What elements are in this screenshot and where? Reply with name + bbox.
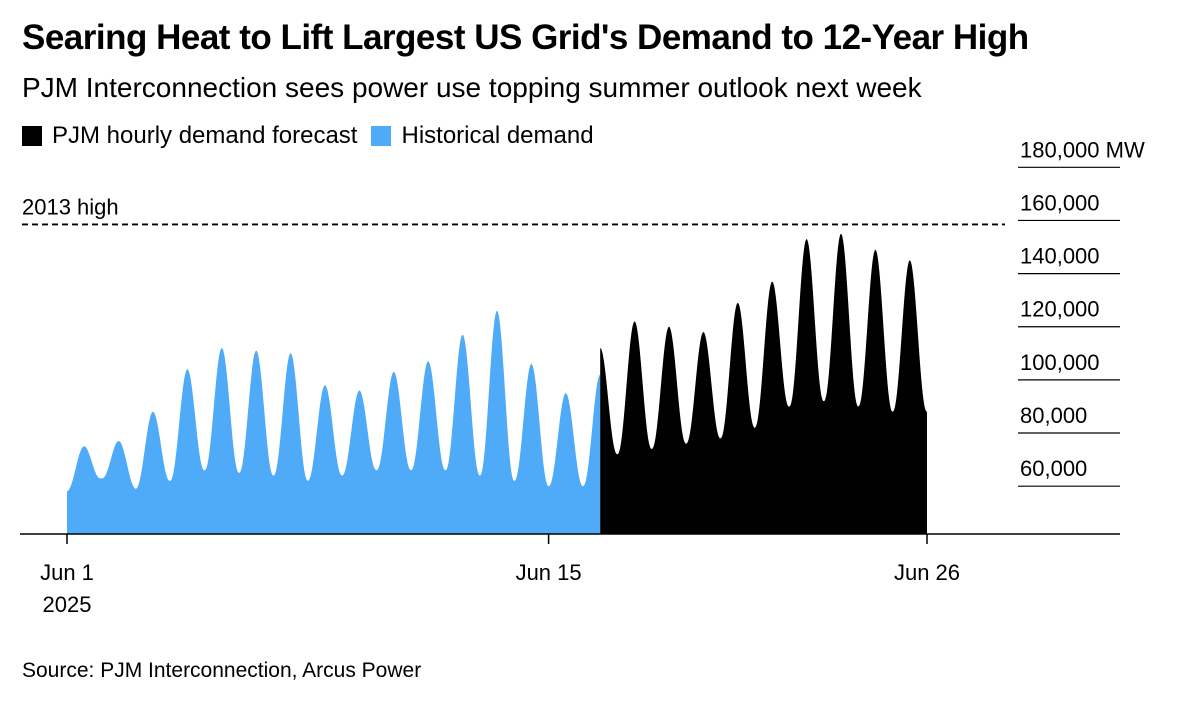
legend-label-historical: Historical demand — [401, 122, 594, 149]
x-tick-label: Jun 26 — [894, 560, 960, 585]
y-tick-label: 80,000 — [1020, 403, 1087, 428]
y-tick-label: 180,000 MW — [1020, 137, 1145, 162]
y-tick-label: 100,000 — [1020, 350, 1100, 375]
legend-label-forecast: PJM hourly demand forecast — [52, 122, 358, 149]
source-note: Source: PJM Interconnection, Arcus Power — [22, 659, 422, 682]
legend-item-forecast: PJM hourly demand forecast — [22, 122, 357, 150]
historical-demand-area — [67, 310, 601, 534]
y-tick-label: 120,000 — [1020, 297, 1100, 322]
x-tick-label: Jun 1 — [40, 560, 94, 585]
y-tick-label: 60,000 — [1020, 456, 1087, 481]
legend-swatch-historical — [371, 126, 392, 146]
legend-swatch-forecast — [22, 126, 42, 146]
legend-item-historical: Historical demand — [371, 122, 594, 150]
legend: PJM hourly demand forecast Historical de… — [22, 122, 608, 150]
y-tick-label: 140,000 — [1020, 244, 1100, 269]
x-tick-label: Jun 15 — [516, 560, 582, 585]
x-tick-sublabel: 2025 — [43, 592, 92, 617]
reference-line-label: 2013 high — [22, 194, 119, 219]
chart-subtitle: PJM Interconnection sees power use toppi… — [22, 72, 922, 103]
forecast-demand-area — [600, 233, 927, 535]
y-tick-label: 160,000 — [1020, 190, 1100, 215]
chart-title: Searing Heat to Lift Largest US Grid's D… — [22, 18, 1029, 57]
